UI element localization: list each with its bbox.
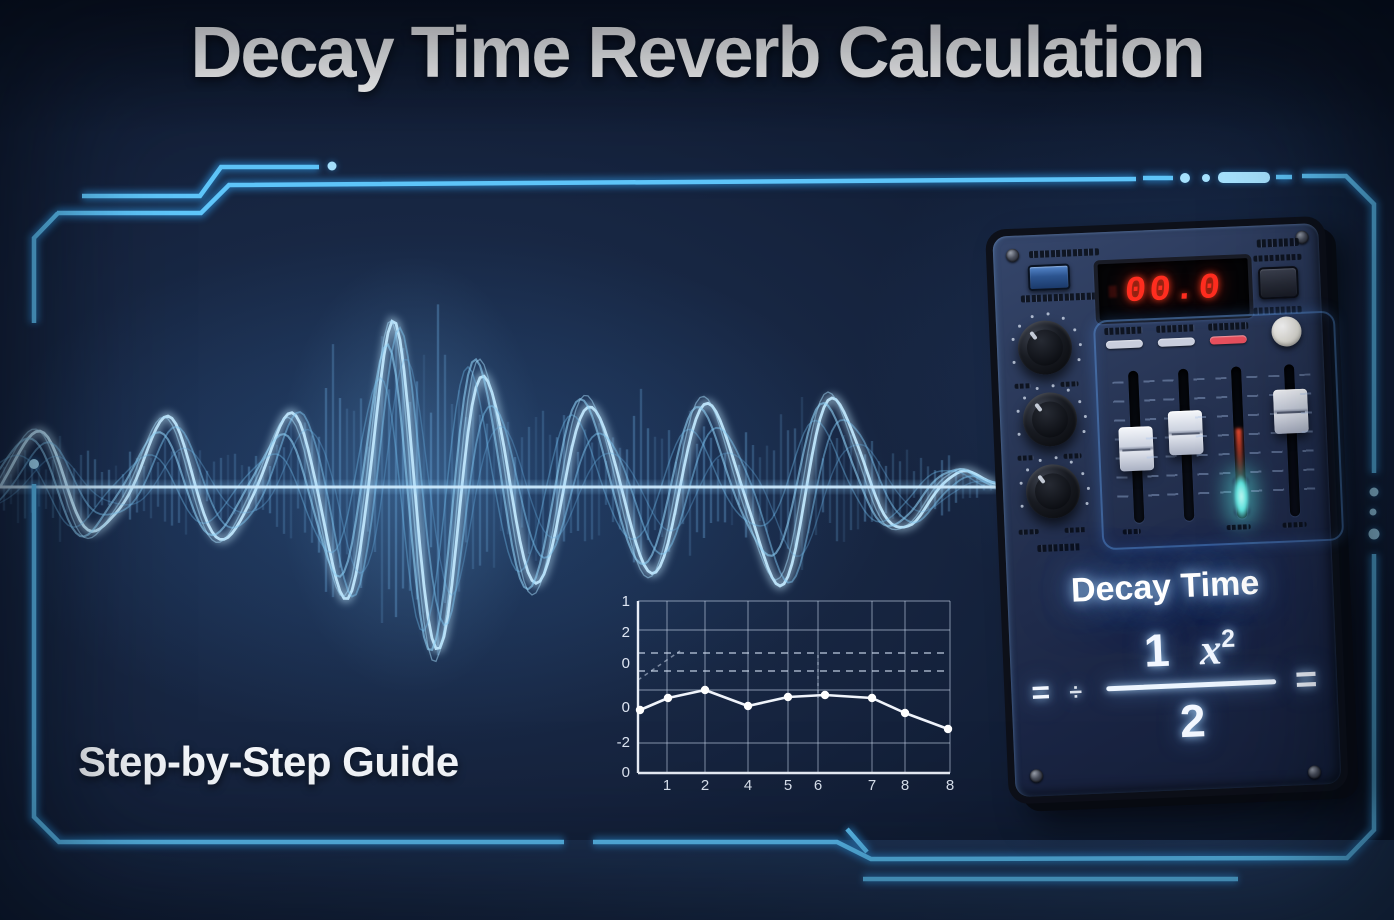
knob-ticks [1050,419,1053,422]
label-smudge [1014,383,1031,389]
reverb-device-panel: 00.0 [985,215,1349,805]
indicator-bar [1105,339,1144,350]
knob-2[interactable] [1021,391,1079,448]
formula-denominator: 2 [1178,694,1207,748]
svg-text:8: 8 [946,777,954,794]
label-smudge [1060,381,1079,387]
mini-chart: 1 2 0 0 -2 0 1 2 4 5 6 7 8 8 [617,593,955,794]
svg-text:8: 8 [901,777,909,794]
formula-fraction: 1 x2 2 [1101,618,1282,751]
svg-text:-2: -2 [617,734,630,751]
formula-equals-left: = [1030,673,1051,711]
knob-1[interactable] [1016,319,1074,376]
dark-function-button[interactable] [1257,265,1300,300]
blue-function-button[interactable] [1027,263,1071,292]
screw-top-left [1005,248,1020,263]
device-face: 00.0 [992,223,1345,798]
decay-time-label: Decay Time [1070,563,1260,610]
formula-numerator-one: 1 [1142,623,1171,677]
label-smudge [1017,455,1034,461]
knob-ticks [1053,491,1056,494]
fader-cap-1[interactable] [1118,425,1155,472]
label-smudge [1282,521,1307,528]
formula-fraction-bar [1106,679,1277,692]
svg-text:2: 2 [622,624,630,641]
svg-text:0: 0 [622,764,630,781]
formula-exponent: 2 [1220,624,1236,654]
svg-text:5: 5 [784,777,792,794]
label-smudge [1256,237,1299,248]
indicator-bar [1157,337,1196,347]
svg-text:1: 1 [622,593,630,610]
label-smudge [1020,292,1105,303]
svg-text:0: 0 [622,699,630,716]
label-smudge [1226,524,1251,531]
label-smudge [1253,253,1302,262]
formula-x-squared: x2 [1198,620,1236,675]
label-smudge [1063,453,1082,459]
indicator-bar [1209,335,1247,345]
svg-text:0: 0 [622,655,630,672]
slider-cyan-glow [1232,474,1251,519]
fader-cap-4[interactable] [1272,388,1309,435]
fader-cap-2[interactable] [1167,409,1204,456]
label-smudge [1028,248,1100,259]
label-smudge [1122,528,1141,535]
subtitle: Step-by-Step Guide [78,738,459,785]
page-title: Decay Time Reverb Calculation [190,13,1205,93]
svg-text:6: 6 [814,777,822,794]
knob-ticks [1045,347,1048,350]
label-smudge [1018,529,1039,535]
svg-text:2: 2 [701,777,709,794]
label-smudge [1064,527,1087,533]
svg-text:7: 7 [868,777,876,794]
knob-3[interactable] [1024,463,1082,520]
svg-text:1: 1 [663,777,671,794]
decay-formula: = ÷ 1 x2 2 = [1009,615,1356,799]
display-value: 00.0 [1123,266,1225,312]
svg-text:4: 4 [744,777,752,794]
formula-divide-sign: ÷ [1068,678,1083,705]
label-smudge [1037,543,1082,553]
formula-equals-right: = [1294,658,1319,702]
formula-variable: x [1198,624,1223,675]
